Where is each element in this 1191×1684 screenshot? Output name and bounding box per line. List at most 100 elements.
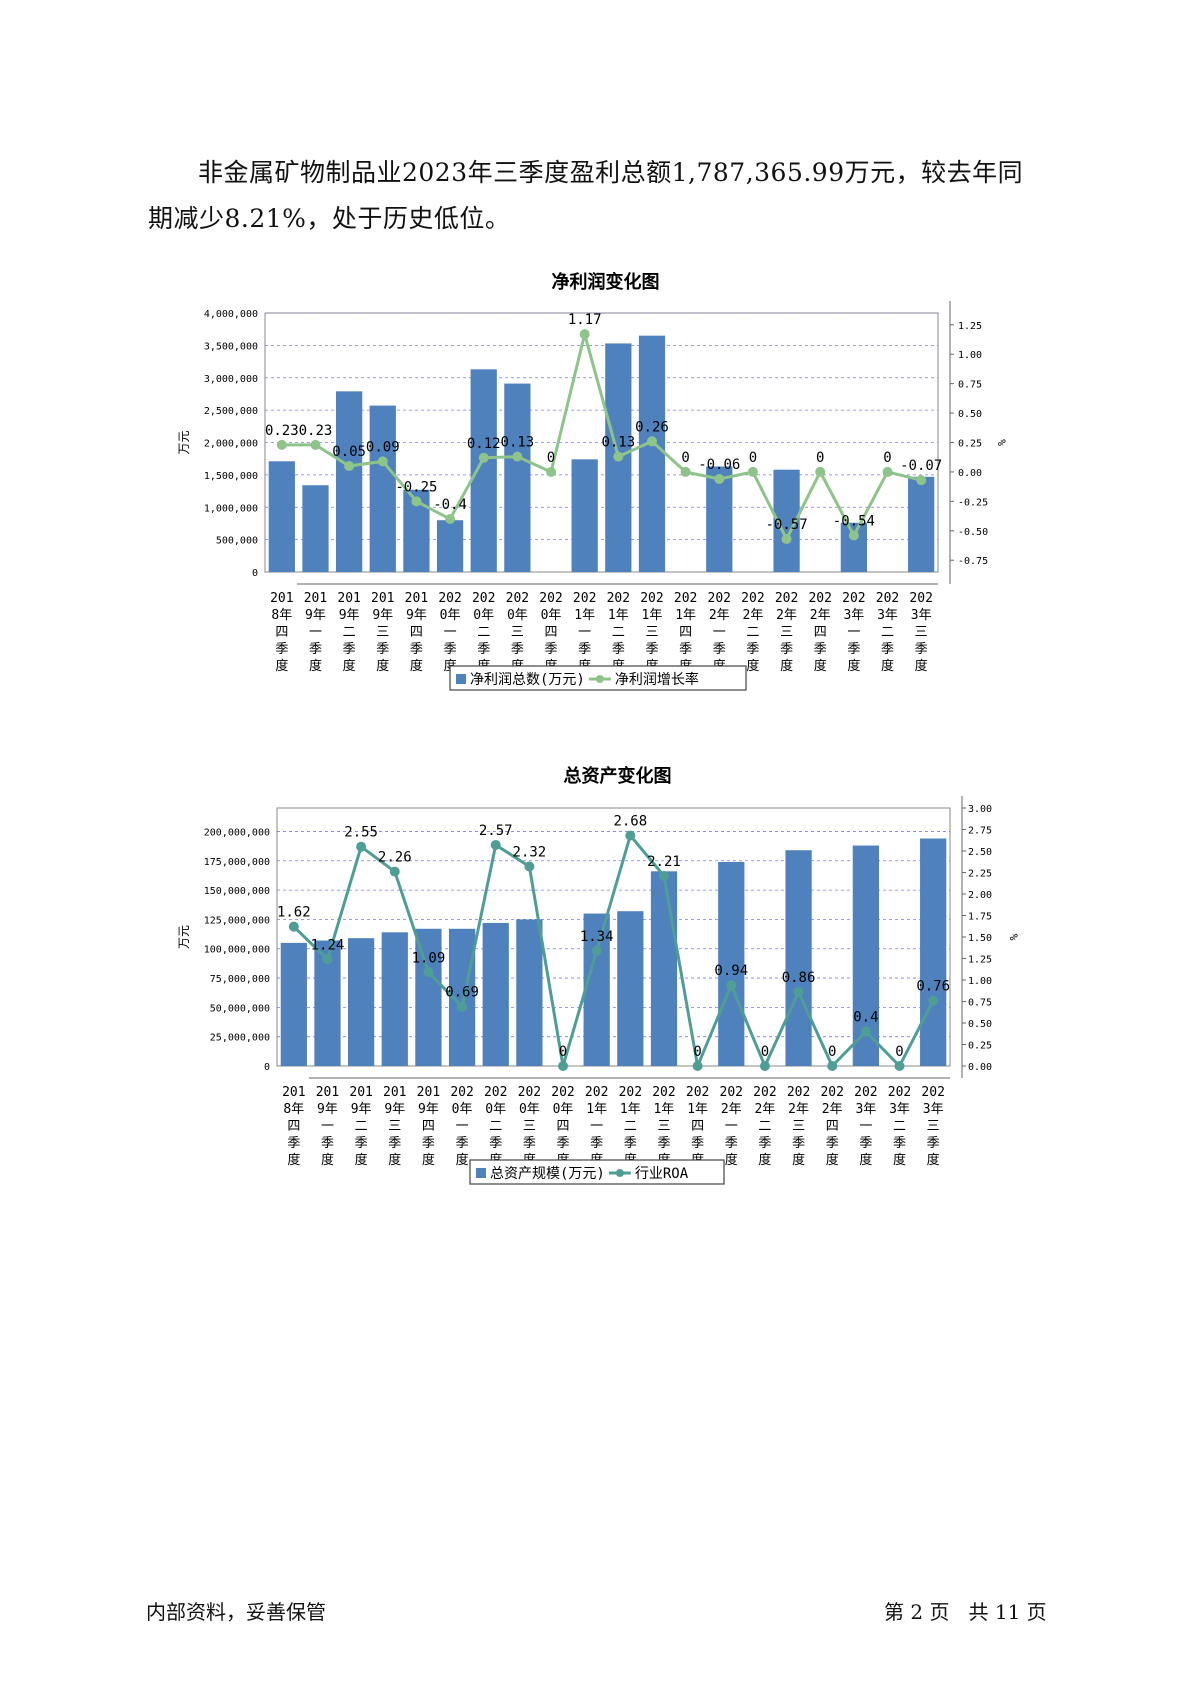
line-point [389,866,400,877]
data-label: 0 [749,450,757,466]
left-tick-label: 2,000,000 [204,439,258,450]
right-tick-label: 1.25 [958,321,982,332]
category-label: 季 [612,642,625,657]
category-label: 202 [888,1085,911,1100]
category-label: 201 [383,1085,406,1100]
category-label: 四 [287,1119,300,1134]
line-point [377,456,388,467]
category-label: 度 [814,658,827,674]
category-label: 季 [645,642,658,657]
category-label: 三 [523,1119,536,1134]
left-axis-title: 万元 [177,925,191,949]
category-label: 度 [847,658,860,674]
category-label: 二 [624,1119,637,1134]
line-point [478,452,489,463]
category-label: 8年 [283,1102,304,1117]
line-point [310,439,321,450]
category-label: 202 [484,1085,507,1100]
category-label: 度 [422,1152,435,1168]
category-label: 0年 [553,1102,574,1117]
left-tick-label: 75,000,000 [210,974,270,985]
category-label: 202 [686,1085,709,1100]
category-label: 3年 [923,1102,944,1117]
line-point [860,1026,871,1037]
line-point [625,830,636,841]
line-point [726,980,737,991]
line-point [680,466,691,477]
data-label: 0 [693,1044,701,1060]
category-label: 9年 [406,608,427,623]
category-label: 1年 [642,608,663,623]
left-tick-label: 3,500,000 [204,341,258,352]
category-label: 0年 [485,1102,506,1117]
right-tick-label: 1.00 [958,350,982,361]
category-label: 季 [881,642,894,657]
category-label: 1年 [687,1102,708,1117]
right-tick-label: 0.25 [958,439,982,450]
line-point [423,967,434,978]
category-label: 202 [753,1085,776,1100]
total-assets-chart-svg: 总资产变化图 0 25,000,000 50,000,000 75,000,000 100… [177,765,1020,1185]
right-tick-label: 2.75 [968,826,992,837]
category-label: 度 [893,1152,906,1168]
category-label: 四 [679,625,692,640]
category-label: 季 [780,642,793,657]
line-point [646,436,657,447]
right-tick-label: 0.50 [958,409,982,420]
category-label: 一 [713,625,726,640]
right-tick-label: 2.00 [968,890,992,901]
category-label: 9年 [372,608,393,623]
data-label: 0 [883,450,891,466]
line-point [546,466,557,477]
line-point [916,475,927,486]
category-label: 季 [847,642,860,657]
category-label: 201 [316,1085,339,1100]
category-label: 一 [859,1119,872,1134]
category-label: 季 [410,642,423,657]
data-label: 0.26 [635,419,669,435]
category-label: 一 [725,1119,738,1134]
right-axis-title: % [995,439,1008,446]
category-label: 202 [842,591,865,606]
category-label: 度 [275,658,288,674]
category-label: 季 [355,1136,368,1151]
category-label: 3年 [843,608,864,623]
category-label: 202 [573,591,596,606]
category-label: 202 [652,1085,675,1100]
left-axis-title: 万元 [177,430,191,454]
category-label: 一 [578,625,591,640]
legend-line-label: 行业ROA [635,1166,689,1182]
line-series [292,832,935,1072]
right-tick-label: 0.00 [968,1062,992,1073]
line-point [793,987,804,998]
bar [650,871,678,1066]
category-label: 202 [551,1085,574,1100]
bar [348,938,375,1066]
chart-title: 总资产变化图 [564,765,672,787]
category-label: 度 [826,1152,839,1168]
category-label: 季 [915,642,928,657]
right-tick-label: 0.50 [968,1019,992,1030]
data-label: 0.13 [501,435,535,451]
category-label: 度 [746,658,759,674]
category-label: 一 [321,1119,334,1134]
category-label: 二 [477,625,490,640]
category-label: 度 [859,1152,872,1168]
data-label: -0.25 [395,479,437,495]
category-label: 202 [808,591,831,606]
right-tick-label: -0.75 [958,556,988,567]
category-label: 四 [557,1119,570,1134]
category-label: 0年 [541,608,562,623]
bar [920,838,947,1066]
category-label: 季 [859,1136,872,1151]
right-tick-label: -0.50 [958,527,988,538]
category-label: 1年 [675,608,696,623]
category-label: 季 [388,1136,401,1151]
category-label: 季 [489,1136,502,1151]
right-tick-label: 2.50 [968,847,992,858]
category-label: 0年 [519,1102,540,1117]
category-label: 202 [619,1085,642,1100]
line-point [288,921,299,932]
category-label: 季 [456,1136,469,1151]
category-label: 202 [585,1085,608,1100]
